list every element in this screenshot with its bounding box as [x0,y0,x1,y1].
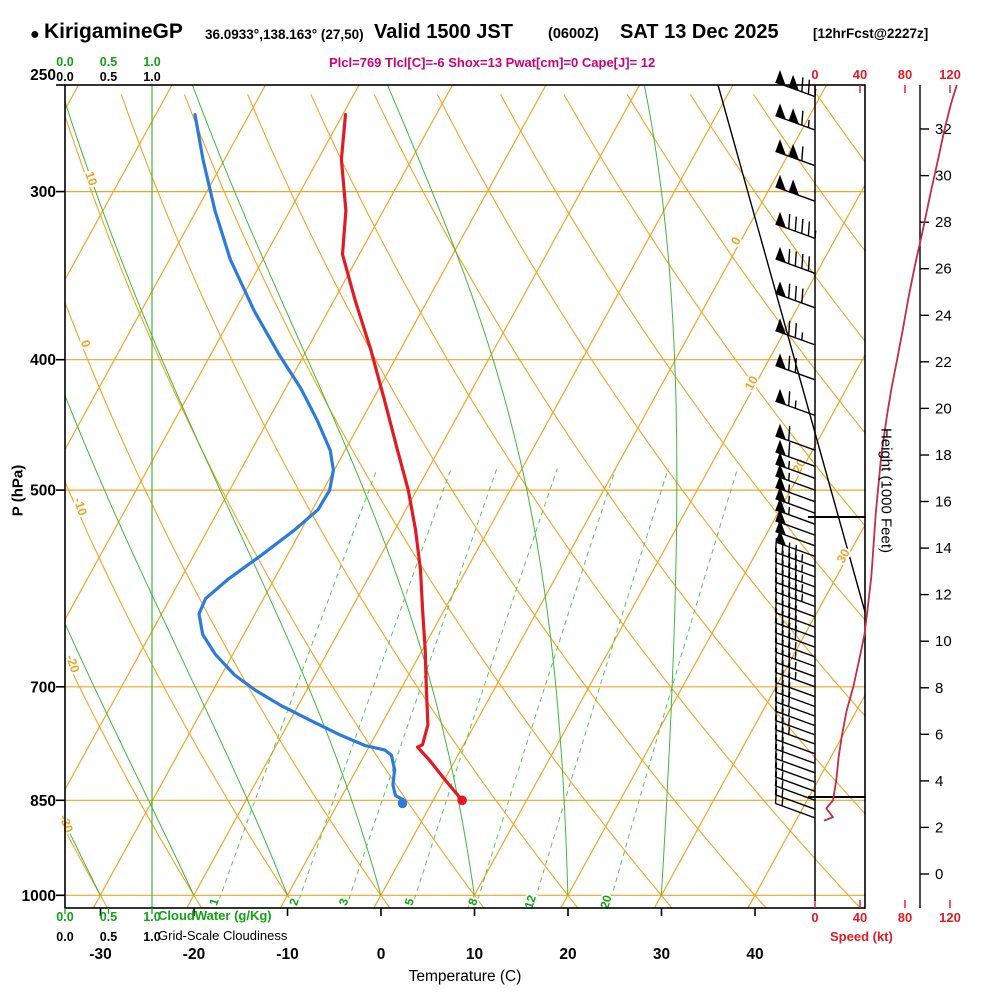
svg-text:30: 30 [935,168,952,185]
mixing-ratio-lines [215,468,738,908]
wind-barbs [774,70,817,819]
dewpoint-curve [193,112,406,802]
svg-text:0: 0 [811,910,818,925]
svg-text:120: 120 [939,910,961,925]
svg-text:700: 700 [30,679,56,696]
svg-text:0.0: 0.0 [56,930,73,944]
temperature-curve [339,112,464,802]
svg-text:10: 10 [82,170,100,188]
svg-text:20: 20 [559,946,576,963]
svg-text:0.0: 0.0 [56,55,73,69]
svg-text:30: 30 [834,547,853,566]
svg-text:6: 6 [935,726,943,743]
svg-text:40: 40 [853,67,867,82]
svg-text:1000: 1000 [22,888,56,905]
svg-text:500: 500 [30,483,56,500]
svg-text:40: 40 [746,946,763,963]
svg-text:300: 300 [30,184,56,201]
svg-text:14: 14 [935,540,952,557]
wind-speed-curve [823,84,958,822]
svg-text:0: 0 [377,946,386,963]
svg-text:-20: -20 [183,946,205,963]
svg-text:0: 0 [811,67,818,82]
svg-text:0: 0 [935,866,943,883]
svg-text:1.0: 1.0 [143,910,160,924]
cloudiness-axis-label: Grid-Scale Cloudiness [158,928,288,943]
temperature-axis-label: Temperature (C) [408,968,522,985]
svg-text:250: 250 [30,67,56,84]
cloudwater-axis-label: CloudWater (g/Kg) [158,908,272,923]
svg-text:1.0: 1.0 [143,930,160,944]
height-axis-label: Height (1000 Feet) [877,427,895,554]
svg-text:0.0: 0.0 [56,910,73,924]
diagonal-reference-line [717,84,866,613]
svg-text:0.5: 0.5 [100,930,117,944]
pressure-axis-label: P (hPa) [9,464,27,517]
svg-text:120: 120 [939,67,961,82]
svg-text:8: 8 [935,680,943,697]
svg-text:-10: -10 [71,496,90,518]
svg-text:0.5: 0.5 [100,70,117,84]
isotherm-lines [65,85,865,908]
station-name: KirigamineGP [44,20,183,43]
svg-text:-30: -30 [89,946,111,963]
valid-time: Valid 1500 JST [374,21,513,43]
svg-text:80: 80 [898,67,912,82]
svg-text:12: 12 [935,587,952,604]
svg-text:0.5: 0.5 [100,910,117,924]
svg-text:1.0: 1.0 [143,70,160,84]
svg-text:400: 400 [30,352,56,369]
isobar-lines [65,191,865,896]
svg-text:32: 32 [935,121,952,138]
moist-adiabat-lines [65,85,678,896]
svg-text:20: 20 [935,400,952,417]
stability-indices: Plcl=769 Tlcl[C]=-6 Shox=13 Pwat[cm]=0 C… [329,55,656,70]
station-bullet-icon: ● [30,26,40,43]
svg-text:40: 40 [853,910,867,925]
station-coordinates: 36.0933°,138.163° (27,50) [205,27,364,42]
svg-text:26: 26 [935,261,952,278]
svg-text:0: 0 [728,235,744,248]
svg-text:22: 22 [935,354,952,371]
surface-temperature-dot [457,795,467,806]
svg-text:80: 80 [898,910,912,925]
svg-text:0.5: 0.5 [100,55,117,69]
speed-axis-label: Speed (kt) [830,929,893,944]
valid-date: SAT 13 Dec 2025 [620,21,779,43]
svg-text:28: 28 [935,214,952,231]
svg-text:30: 30 [653,946,670,963]
svg-text:850: 850 [30,793,56,810]
svg-text:-10: -10 [276,946,298,963]
svg-text:-20: -20 [63,653,82,675]
surface-dewpoint-dot [397,798,408,809]
forecast-reference: [12hrFcst@2227z] [813,26,929,41]
svg-text:1.0: 1.0 [143,55,160,69]
valid-time-utc: (0600Z) [548,26,599,42]
svg-text:10: 10 [935,633,952,650]
svg-text:-30: -30 [57,813,76,835]
svg-text:0.0: 0.0 [56,70,73,84]
dry-adiabat-lines [65,93,865,908]
svg-text:24: 24 [935,307,952,324]
svg-text:18: 18 [935,447,952,464]
svg-text:10: 10 [466,946,483,963]
svg-text:16: 16 [935,494,952,511]
svg-text:2: 2 [935,819,943,836]
svg-text:4: 4 [935,773,943,790]
